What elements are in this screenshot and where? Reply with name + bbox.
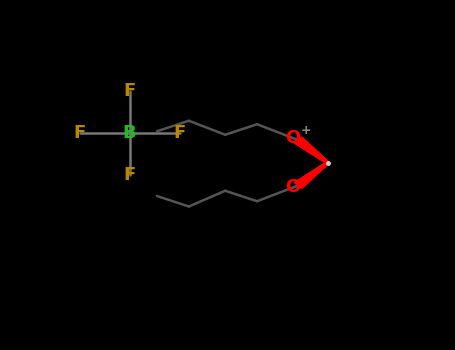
Text: O: O: [285, 178, 300, 196]
Text: O: O: [285, 129, 300, 147]
Text: F: F: [124, 166, 136, 184]
Text: F: F: [74, 124, 86, 142]
Text: +: +: [301, 124, 312, 137]
Polygon shape: [294, 162, 329, 188]
Text: F: F: [174, 124, 186, 142]
Polygon shape: [294, 137, 329, 164]
Text: F: F: [124, 82, 136, 100]
Text: B: B: [123, 124, 136, 142]
